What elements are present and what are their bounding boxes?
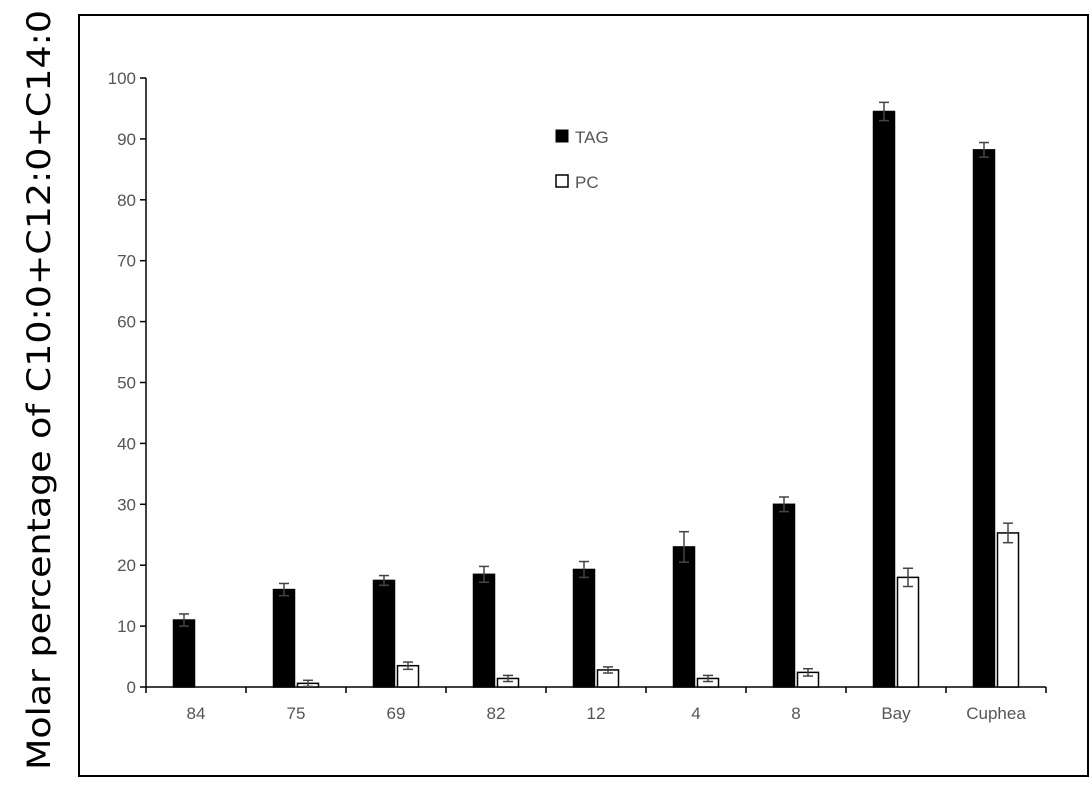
bar-pc (996, 532, 1020, 688)
y-tick-label: 70 (117, 252, 136, 271)
y-tick-label: 80 (117, 191, 136, 210)
y-tick-label: 20 (117, 556, 136, 575)
legend-label-pc: PC (575, 173, 599, 192)
bar-pc (896, 576, 920, 688)
y-tick-label: 30 (117, 495, 136, 514)
x-tick-label: 69 (387, 704, 406, 723)
y-axis-title-container: Molar percentage of C10:0+C12:0+C14:0 (0, 0, 70, 793)
x-tick-label: Bay (881, 704, 911, 723)
bar-tag (472, 573, 496, 688)
bar-tag (672, 546, 696, 688)
bar-tag (272, 588, 296, 688)
legend-swatch-pc (555, 174, 569, 188)
x-tick-label: 4 (691, 704, 700, 723)
x-tick-label: 8 (791, 704, 800, 723)
y-tick-label: 40 (117, 434, 136, 453)
y-tick-label: 0 (127, 678, 136, 697)
axes: 0 10 20 30 40 50 60 70 80 90 100 84 75 69 82 12 4 8 Bay Cup… (108, 69, 1047, 723)
bars (172, 101, 1020, 688)
y-tick-label: 90 (117, 130, 136, 149)
legend-swatch-tag (555, 129, 569, 143)
y-axis-title: Molar percentage of C10:0+C12:0+C14:0 (20, 10, 58, 770)
x-tick-label: 82 (487, 704, 506, 723)
bar-tag (872, 110, 896, 688)
x-tick-label: 75 (287, 704, 306, 723)
bar-tag (972, 149, 996, 688)
y-tick-label: 60 (117, 313, 136, 332)
bar-tag (172, 619, 196, 688)
x-tick-label: 12 (587, 704, 606, 723)
y-tick-label: 100 (108, 69, 136, 88)
x-tick-label: Cuphea (966, 704, 1026, 723)
x-tick-label: 84 (187, 704, 206, 723)
bar-tag (572, 568, 596, 688)
bar-tag (372, 579, 396, 688)
legend: TAG PC (555, 128, 609, 192)
y-tick-label: 10 (117, 617, 136, 636)
y-tick-label: 50 (117, 374, 136, 393)
legend-label-tag: TAG (575, 128, 609, 147)
bar-tag (772, 503, 796, 688)
chart-frame (78, 14, 1089, 777)
